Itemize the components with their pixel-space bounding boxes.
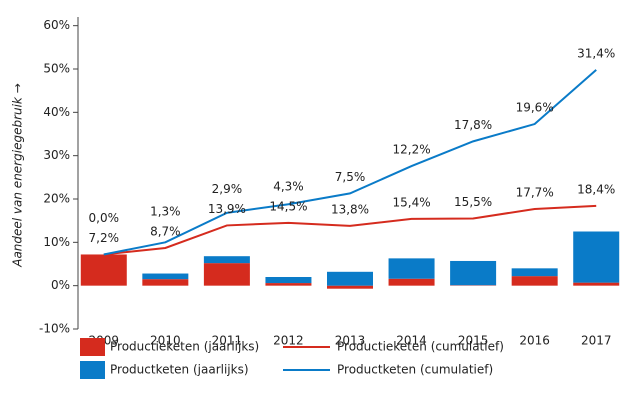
data-label: 18,4% xyxy=(577,182,615,196)
x-tick-label: 2014 xyxy=(396,334,427,348)
legend-swatch xyxy=(80,338,105,356)
y-tick-label: 60% xyxy=(43,18,70,32)
x-tick-label: 2015 xyxy=(458,334,489,348)
line xyxy=(103,69,597,256)
data-label: 7,2% xyxy=(89,231,120,245)
data-label: 14,5% xyxy=(269,199,307,213)
y-tick-label: 10% xyxy=(43,235,70,249)
y-axis-label: Aandeel van energiegebruik → xyxy=(11,83,25,268)
data-label: 8,7% xyxy=(150,224,181,238)
bar xyxy=(327,285,373,289)
data-label: 15,4% xyxy=(392,195,430,209)
data-label: 17,7% xyxy=(516,185,554,199)
x-tick-label: 2013 xyxy=(335,334,366,348)
data-label: 2,9% xyxy=(212,182,243,196)
legend-label: Productketen (cumulatief) xyxy=(337,363,493,377)
bar xyxy=(573,282,620,286)
y-tick-label: 40% xyxy=(43,105,70,119)
data-label: 4,3% xyxy=(273,179,304,193)
line xyxy=(103,204,597,256)
x-tick-label: 2011 xyxy=(212,334,243,348)
data-label: 7,5% xyxy=(335,170,366,184)
x-tick-label: 2010 xyxy=(150,334,181,348)
data-label: 19,6% xyxy=(516,101,554,115)
bar xyxy=(388,278,435,286)
bar xyxy=(265,283,312,286)
legend-label: Productieketen (cumulatief) xyxy=(337,340,504,354)
bar xyxy=(203,256,250,264)
legend-label: Productieketen (jaarlijks) xyxy=(110,340,259,354)
data-label: 31,4% xyxy=(577,46,615,60)
data-label: 17,8% xyxy=(454,118,492,132)
bar xyxy=(265,277,312,284)
y-tick-label: 0% xyxy=(51,278,70,292)
data-label: 13,8% xyxy=(331,202,369,216)
y-tick-label: 20% xyxy=(43,192,70,206)
legend-swatch xyxy=(80,361,105,379)
bar xyxy=(142,273,189,280)
bar xyxy=(203,263,250,286)
data-label: 1,3% xyxy=(150,204,181,218)
data-label: 15,5% xyxy=(454,195,492,209)
data-label: 0,0% xyxy=(89,211,120,225)
bar xyxy=(80,254,127,286)
data-label: 13,9% xyxy=(208,202,246,216)
bar xyxy=(388,258,435,279)
x-tick-label: 2017 xyxy=(581,334,612,348)
bar xyxy=(142,279,189,286)
bar xyxy=(511,268,558,277)
y-tick-label: 50% xyxy=(43,62,70,76)
y-tick-label: 30% xyxy=(43,148,70,162)
data-label: 12,2% xyxy=(392,143,430,157)
legend-label: Productketen (jaarlijks) xyxy=(110,363,249,377)
y-tick-label: -10% xyxy=(39,322,70,336)
bar xyxy=(573,231,620,283)
bar xyxy=(450,260,497,286)
bar xyxy=(327,271,373,286)
x-tick-label: 2016 xyxy=(519,334,550,348)
bar xyxy=(511,276,558,286)
x-tick-label: 2012 xyxy=(273,334,304,348)
